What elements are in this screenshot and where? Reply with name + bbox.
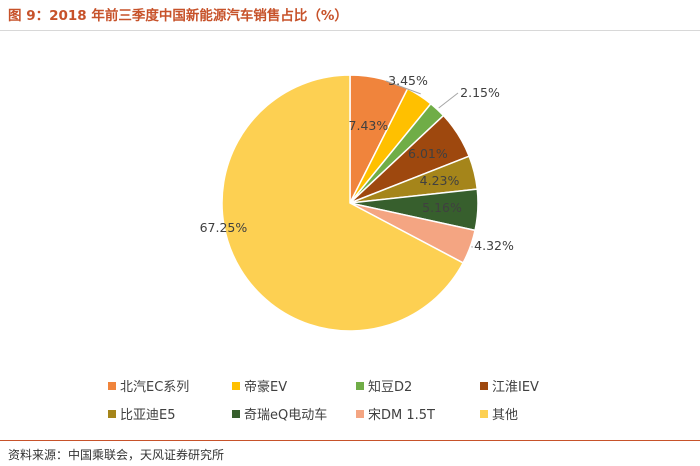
slice-label: 5.16% xyxy=(422,200,462,215)
legend-item: 比亚迪E5 xyxy=(108,404,232,423)
legend-swatch xyxy=(480,381,488,390)
legend-swatch xyxy=(232,381,240,390)
legend-label: 比亚迪E5 xyxy=(120,408,176,423)
legend-item: 其他 xyxy=(480,404,604,423)
legend-swatch xyxy=(356,409,364,418)
source-note: 资料来源：中国乘联会，天风证券研究所 xyxy=(8,448,225,462)
legend-swatch xyxy=(232,409,240,418)
pie-slices xyxy=(221,74,479,332)
legend-swatch xyxy=(108,381,116,390)
legend-label: 宋DM 1.5T xyxy=(368,408,435,423)
legend-item: 知豆D2 xyxy=(356,376,480,395)
slice-label: 2.15% xyxy=(460,85,500,100)
legend-swatch xyxy=(480,409,488,418)
slice-label: 3.45% xyxy=(388,73,428,88)
legend-swatch xyxy=(356,381,364,390)
slice-labels: 7.43% 3.45% 2.15% 6.01% 4.23% 5.16% 4.32% 67.25… xyxy=(200,73,514,253)
legend-item: 江淮IEV xyxy=(480,376,604,395)
slice-label: 4.23% xyxy=(420,173,460,188)
legend-label: 帝豪EV xyxy=(244,380,288,395)
slice-label: 7.43% xyxy=(349,118,389,133)
leader-line xyxy=(438,92,459,109)
pie-slice xyxy=(221,74,465,332)
legend-item: 宋DM 1.5T xyxy=(356,404,480,423)
chart-legend: 北汽EC系列 帝豪EV 知豆D2 江淮IEV 比亚迪E5 奇瑞eQ电动车 宋DM 1.5T 其… xyxy=(108,376,648,423)
legend-label: 其他 xyxy=(492,408,519,423)
slice-label: 6.01% xyxy=(408,146,448,161)
legend-label: 知豆D2 xyxy=(368,380,413,395)
slice-label: 4.32% xyxy=(474,238,514,253)
footer-divider xyxy=(0,440,700,441)
legend-label: 北汽EC系列 xyxy=(120,380,190,395)
pie-chart: 7.43% 3.45% 2.15% 6.01% 4.23% 5.16% 4.32% 67.25… xyxy=(200,73,514,332)
legend-label: 江淮IEV xyxy=(492,380,539,395)
legend-item: 北汽EC系列 xyxy=(108,376,232,395)
legend-swatch xyxy=(108,409,116,418)
title-divider xyxy=(0,30,700,31)
legend-item: 帝豪EV xyxy=(232,376,356,395)
leader-lines xyxy=(385,80,473,248)
legend-item: 奇瑞eQ电动车 xyxy=(232,404,356,423)
slice-label: 67.25% xyxy=(200,220,248,235)
legend-label: 奇瑞eQ电动车 xyxy=(244,408,328,423)
leader-line xyxy=(385,80,421,95)
chart-title: 图 9：2018 年前三季度中国新能源汽车销售占比（%） xyxy=(8,8,348,24)
